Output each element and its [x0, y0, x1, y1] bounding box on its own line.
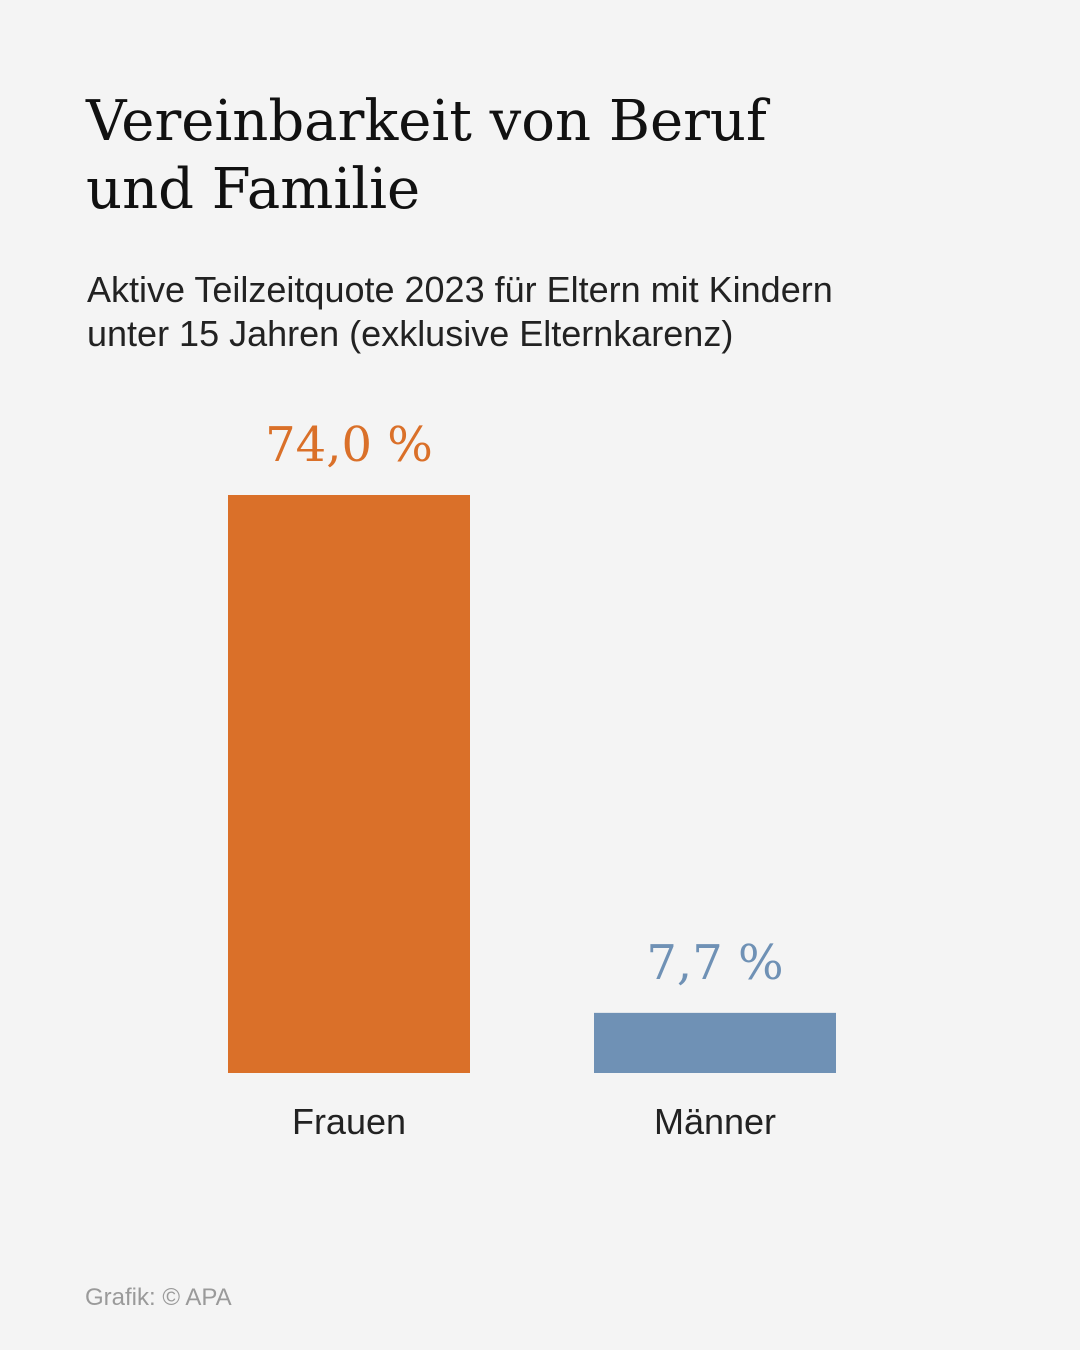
chart-subtitle-line-1: Aktive Teilzeitquote 2023 für Eltern mit… — [87, 269, 833, 310]
chart-title-line-1: Vereinbarkeit von Beruf — [86, 89, 767, 154]
chart-subtitle: Aktive Teilzeitquote 2023 für Eltern mit… — [87, 268, 1027, 356]
value-label-frauen: 74,0 % — [265, 417, 433, 473]
chart-subtitle-line-2: unter 15 Jahren (exklusive Elternkarenz) — [87, 313, 734, 354]
bar-maenner — [594, 1012, 836, 1073]
chart-title: Vereinbarkeit von Beruf und Familie — [86, 88, 986, 224]
category-label-frauen: Frauen — [292, 1101, 406, 1142]
chart-title-line-2: und Familie — [86, 157, 421, 222]
value-label-maenner: 7,7 % — [646, 935, 783, 991]
source-credit: Grafik: © APA — [85, 1284, 232, 1311]
category-label-maenner: Männer — [654, 1101, 776, 1142]
bar-frauen — [228, 495, 470, 1073]
